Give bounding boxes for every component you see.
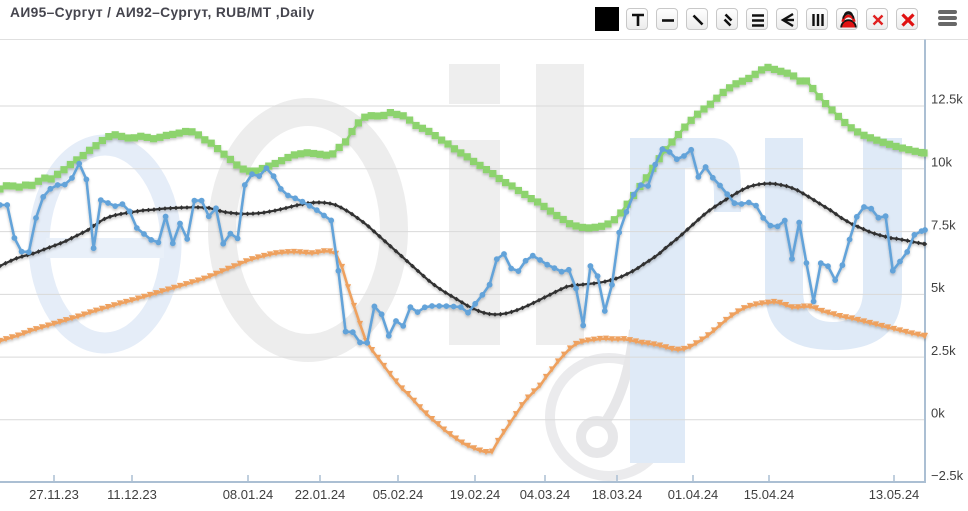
svg-text:22.01.24: 22.01.24 bbox=[295, 487, 346, 502]
svg-text:12.5k: 12.5k bbox=[931, 92, 963, 107]
svg-text:2.5k: 2.5k bbox=[931, 343, 956, 358]
svg-text:11.12.23: 11.12.23 bbox=[107, 487, 157, 502]
svg-text:01.04.24: 01.04.24 bbox=[668, 487, 719, 502]
svg-text:7.5k: 7.5k bbox=[931, 217, 956, 232]
svg-text:−2.5k: −2.5k bbox=[931, 468, 964, 483]
svg-text:0k: 0k bbox=[931, 406, 945, 421]
svg-text:10k: 10k bbox=[931, 155, 952, 170]
svg-text:27.11.23: 27.11.23 bbox=[29, 487, 79, 502]
svg-text:04.03.24: 04.03.24 bbox=[520, 487, 571, 502]
svg-text:18.03.24: 18.03.24 bbox=[592, 487, 643, 502]
svg-text:13.05.24: 13.05.24 bbox=[869, 487, 920, 502]
svg-text:19.02.24: 19.02.24 bbox=[450, 487, 501, 502]
svg-text:08.01.24: 08.01.24 bbox=[223, 487, 274, 502]
svg-text:5k: 5k bbox=[931, 280, 945, 295]
svg-text:05.02.24: 05.02.24 bbox=[373, 487, 424, 502]
svg-text:15.04.24: 15.04.24 bbox=[744, 487, 795, 502]
